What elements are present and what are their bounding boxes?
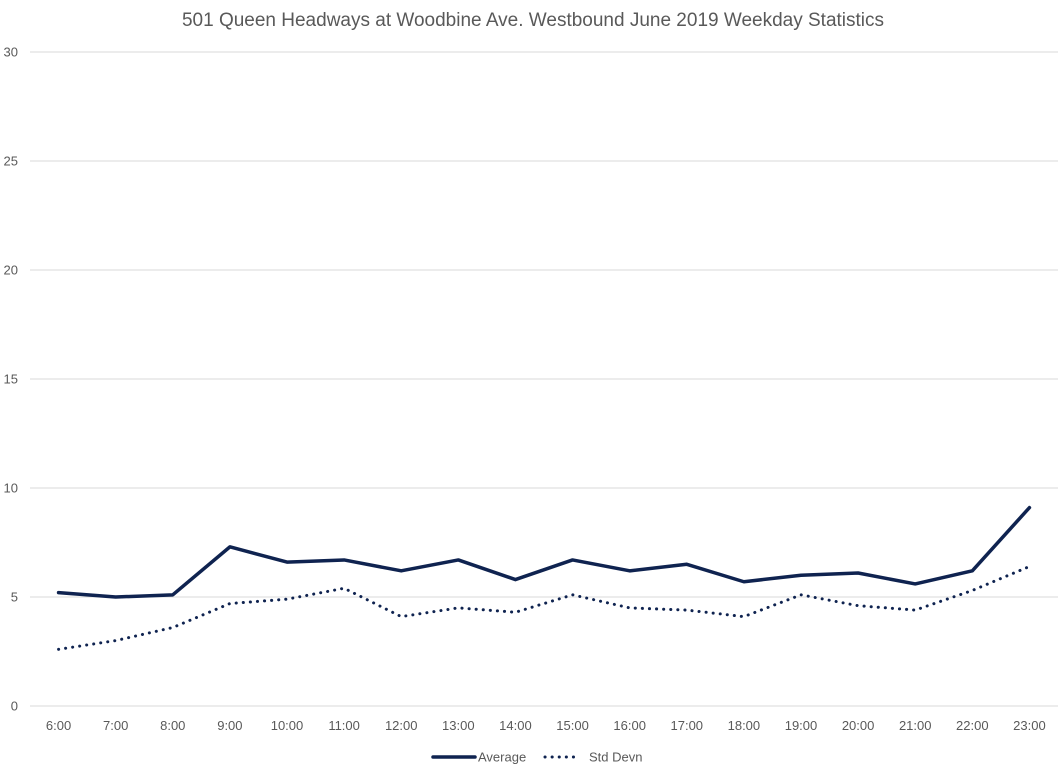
y-axis: 0 5 10 15 20 25 30 xyxy=(4,45,18,714)
y-tick-label: 15 xyxy=(4,372,18,387)
x-tick-label: 16:00 xyxy=(613,718,646,733)
x-tick-label: 14:00 xyxy=(499,718,532,733)
x-tick-label: 18:00 xyxy=(728,718,761,733)
y-tick-label: 5 xyxy=(11,590,18,605)
x-tick-label: 13:00 xyxy=(442,718,475,733)
y-tick-label: 25 xyxy=(4,154,18,169)
y-tick-label: 30 xyxy=(4,45,18,60)
x-tick-label: 8:00 xyxy=(160,718,185,733)
y-tick-label: 20 xyxy=(4,263,18,278)
x-tick-label: 9:00 xyxy=(217,718,242,733)
y-tick-label: 10 xyxy=(4,481,18,496)
legend-label-std-devn: Std Devn xyxy=(589,750,642,765)
x-tick-label: 17:00 xyxy=(671,718,704,733)
series-line-average xyxy=(56,505,1032,599)
x-tick-label: 12:00 xyxy=(385,718,418,733)
x-tick-label: 23:00 xyxy=(1013,718,1046,733)
x-tick-label: 11:00 xyxy=(328,718,360,733)
chart-title: 501 Queen Headways at Woodbine Ave. West… xyxy=(182,10,884,31)
x-tick-label: 22:00 xyxy=(956,718,989,733)
legend: Average Std Devn xyxy=(431,750,642,765)
x-tick-label: 7:00 xyxy=(103,718,128,733)
y-tick-label: 0 xyxy=(11,699,18,714)
gridlines xyxy=(30,51,1058,707)
x-tick-label: 20:00 xyxy=(842,718,875,733)
x-tick-label: 21:00 xyxy=(899,718,932,733)
x-tick-label: 6:00 xyxy=(46,718,71,733)
x-tick-label: 10:00 xyxy=(271,718,304,733)
x-tick-label: 15:00 xyxy=(556,718,589,733)
x-tick-label: 19:00 xyxy=(785,718,818,733)
x-axis: 6:00 7:00 8:00 9:00 10:00 11:00 12:00 13:00 14:0… xyxy=(46,718,1046,733)
legend-label-average: Average xyxy=(478,750,526,765)
series-group xyxy=(56,505,1032,651)
